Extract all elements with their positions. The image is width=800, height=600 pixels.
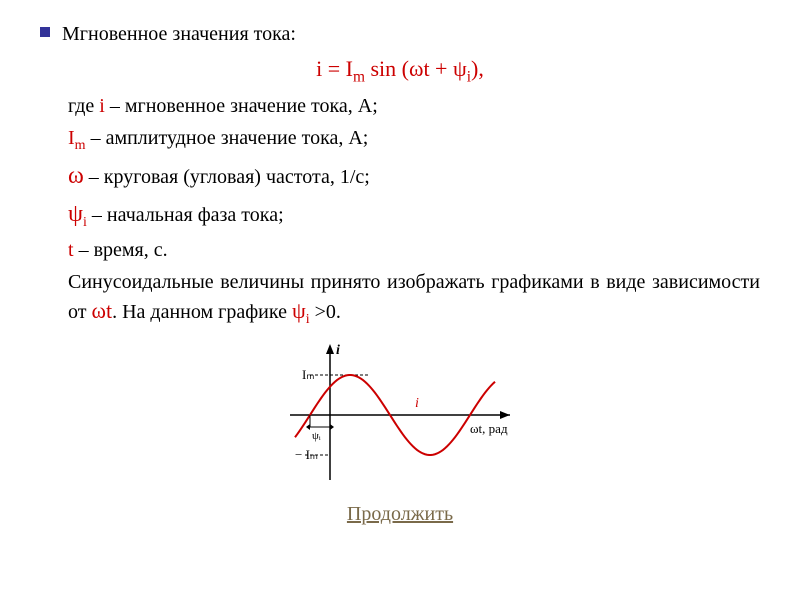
formula-m: m <box>353 68 365 85</box>
svg-text:ψᵢ: ψᵢ <box>312 430 321 442</box>
svg-text:Iₘ: Iₘ <box>302 367 314 382</box>
sine-chart: i ωt, рад Iₘ − Iₘ ψᵢ i <box>260 340 540 490</box>
line-where: где i – мгновенное значение тока, А; <box>40 92 760 120</box>
Im-I: I <box>68 127 75 149</box>
omega-rest: – круговая (угловая) частота, 1/с; <box>84 166 370 188</box>
continue-link[interactable]: Продолжить <box>40 503 760 526</box>
para-p3: >0. <box>310 301 341 323</box>
formula-end: ), <box>471 56 484 81</box>
line-Im: Im – амплитудное значение тока, А; <box>40 124 760 156</box>
para-p2: . На данном графике <box>112 301 292 323</box>
omega-sym: ω <box>68 163 84 189</box>
svg-text:ωt, рад: ωt, рад <box>470 421 508 436</box>
psi-sym: ψ <box>68 201 83 227</box>
Im-m: m <box>75 138 86 153</box>
line-omega: ω – круговая (угловая) частота, 1/с; <box>40 160 760 194</box>
line-psi: ψi – начальная фаза тока; <box>40 198 760 233</box>
chart-container: i ωt, рад Iₘ − Iₘ ψᵢ i <box>40 340 760 495</box>
bullet-icon <box>40 27 50 37</box>
Im-rest: – амплитудное значение тока, А; <box>86 127 369 149</box>
where-rest: – мгновенное значение тока, А; <box>105 95 378 117</box>
para-psi: ψ <box>292 298 306 323</box>
svg-text:i: i <box>415 396 419 411</box>
line-t: t – время, с. <box>40 236 760 264</box>
psi-rest: – начальная фаза тока; <box>87 204 284 226</box>
where-prefix: где <box>68 95 99 117</box>
title-text: Мгновенное значения тока: <box>62 20 296 48</box>
para-wt: ωt <box>91 298 112 323</box>
title-line: Мгновенное значения тока: <box>40 20 760 52</box>
svg-text:i: i <box>336 343 340 358</box>
paragraph: Синусоидальные величины принято изобража… <box>40 268 760 330</box>
formula: i = Im sin (ωt + ψi), <box>40 56 760 86</box>
formula-sin: sin (ωt + ψ <box>365 56 467 81</box>
formula-eq: = I <box>322 56 353 81</box>
t-rest: – время, с. <box>74 239 168 261</box>
svg-text:− Iₘ: − Iₘ <box>295 447 318 462</box>
